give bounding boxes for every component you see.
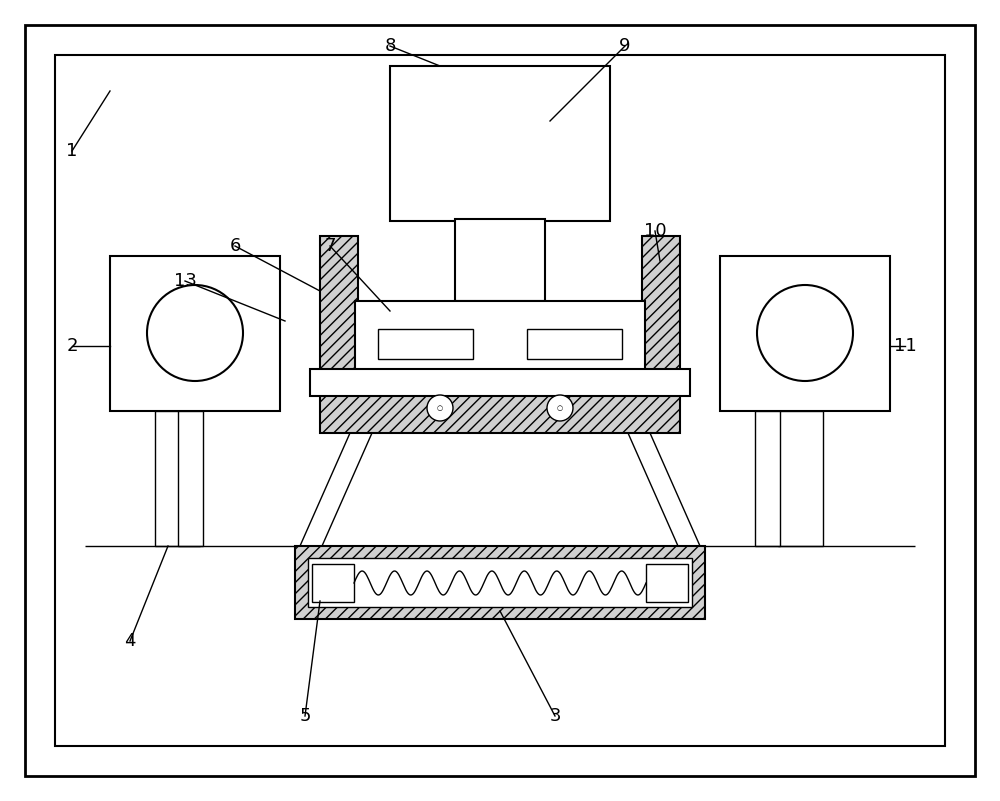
- Text: 11: 11: [894, 337, 916, 355]
- Bar: [527, 329, 622, 359]
- Bar: [646, 564, 688, 602]
- Bar: [155, 411, 200, 546]
- Circle shape: [427, 395, 453, 421]
- Text: 13: 13: [174, 272, 196, 290]
- Text: ○: ○: [557, 405, 563, 411]
- Bar: [320, 395, 680, 433]
- Bar: [778, 411, 823, 546]
- Text: 9: 9: [619, 37, 631, 55]
- Bar: [312, 564, 354, 602]
- Bar: [720, 256, 890, 411]
- Text: 6: 6: [229, 237, 241, 255]
- Circle shape: [547, 395, 573, 421]
- Bar: [390, 66, 610, 221]
- Bar: [378, 329, 473, 359]
- Circle shape: [147, 285, 243, 381]
- Text: 7: 7: [324, 237, 336, 255]
- Text: 5: 5: [299, 707, 311, 725]
- Bar: [355, 301, 645, 371]
- Bar: [755, 411, 780, 546]
- Text: 8: 8: [384, 37, 396, 55]
- Text: 4: 4: [124, 632, 136, 650]
- Bar: [308, 558, 692, 607]
- Bar: [178, 411, 203, 546]
- Text: ○: ○: [437, 405, 443, 411]
- Bar: [320, 236, 358, 371]
- Circle shape: [757, 285, 853, 381]
- Bar: [55, 55, 945, 746]
- Bar: [310, 369, 690, 396]
- Text: 2: 2: [66, 337, 78, 355]
- Bar: [110, 256, 280, 411]
- Text: 10: 10: [644, 222, 666, 240]
- Bar: [642, 236, 680, 371]
- Bar: [295, 546, 705, 619]
- Text: 1: 1: [66, 142, 78, 160]
- Bar: [455, 219, 545, 301]
- Text: 3: 3: [549, 707, 561, 725]
